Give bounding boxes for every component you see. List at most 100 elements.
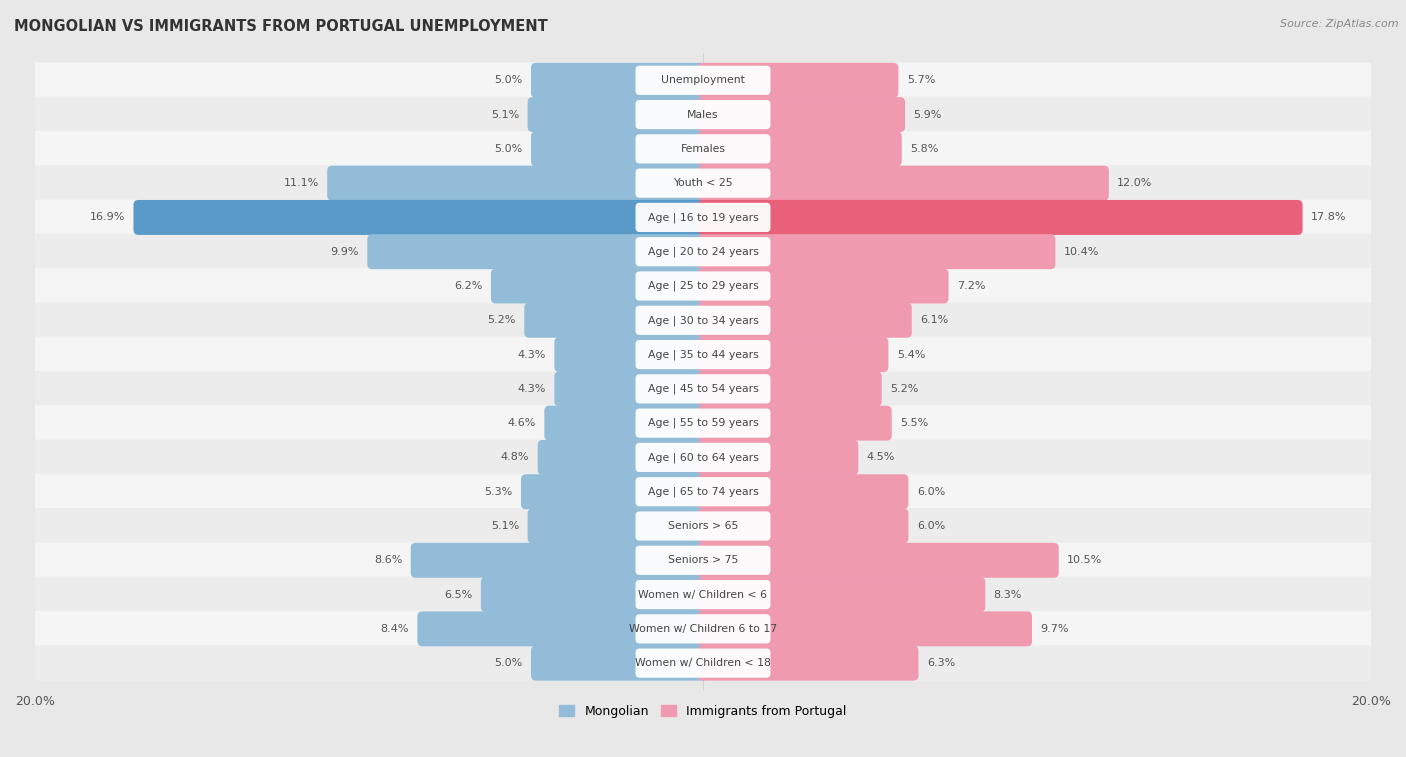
FancyBboxPatch shape bbox=[34, 62, 1372, 98]
Text: 17.8%: 17.8% bbox=[1310, 213, 1347, 223]
FancyBboxPatch shape bbox=[697, 303, 911, 338]
FancyBboxPatch shape bbox=[34, 234, 1372, 269]
FancyBboxPatch shape bbox=[636, 100, 770, 129]
FancyBboxPatch shape bbox=[34, 303, 1372, 338]
FancyBboxPatch shape bbox=[697, 234, 1056, 269]
FancyBboxPatch shape bbox=[34, 645, 1372, 681]
FancyBboxPatch shape bbox=[636, 649, 770, 678]
Text: 10.5%: 10.5% bbox=[1067, 556, 1102, 565]
FancyBboxPatch shape bbox=[697, 406, 891, 441]
Text: 5.2%: 5.2% bbox=[890, 384, 918, 394]
FancyBboxPatch shape bbox=[134, 200, 709, 235]
FancyBboxPatch shape bbox=[697, 440, 858, 475]
FancyBboxPatch shape bbox=[34, 268, 1372, 304]
FancyBboxPatch shape bbox=[697, 166, 1109, 201]
Text: 4.5%: 4.5% bbox=[866, 453, 896, 463]
Text: 8.4%: 8.4% bbox=[381, 624, 409, 634]
FancyBboxPatch shape bbox=[531, 63, 709, 98]
FancyBboxPatch shape bbox=[697, 97, 905, 132]
FancyBboxPatch shape bbox=[554, 337, 709, 372]
FancyBboxPatch shape bbox=[34, 508, 1372, 544]
FancyBboxPatch shape bbox=[34, 97, 1372, 132]
FancyBboxPatch shape bbox=[697, 372, 882, 407]
Text: 12.0%: 12.0% bbox=[1118, 178, 1153, 188]
Text: Seniors > 65: Seniors > 65 bbox=[668, 521, 738, 531]
FancyBboxPatch shape bbox=[531, 132, 709, 167]
Text: 6.0%: 6.0% bbox=[917, 487, 945, 497]
FancyBboxPatch shape bbox=[697, 646, 918, 681]
FancyBboxPatch shape bbox=[697, 337, 889, 372]
FancyBboxPatch shape bbox=[697, 612, 1032, 646]
FancyBboxPatch shape bbox=[636, 409, 770, 438]
FancyBboxPatch shape bbox=[544, 406, 709, 441]
FancyBboxPatch shape bbox=[636, 374, 770, 403]
Text: 5.4%: 5.4% bbox=[897, 350, 925, 360]
FancyBboxPatch shape bbox=[636, 66, 770, 95]
FancyBboxPatch shape bbox=[697, 63, 898, 98]
FancyBboxPatch shape bbox=[636, 443, 770, 472]
FancyBboxPatch shape bbox=[554, 372, 709, 407]
Text: 6.0%: 6.0% bbox=[917, 521, 945, 531]
Text: 5.3%: 5.3% bbox=[484, 487, 513, 497]
Text: Females: Females bbox=[681, 144, 725, 154]
FancyBboxPatch shape bbox=[34, 474, 1372, 509]
Text: 7.2%: 7.2% bbox=[957, 281, 986, 291]
Text: 5.0%: 5.0% bbox=[495, 144, 523, 154]
FancyBboxPatch shape bbox=[697, 132, 901, 167]
FancyBboxPatch shape bbox=[636, 340, 770, 369]
Text: Age | 35 to 44 years: Age | 35 to 44 years bbox=[648, 349, 758, 360]
FancyBboxPatch shape bbox=[34, 611, 1372, 646]
Text: Age | 60 to 64 years: Age | 60 to 64 years bbox=[648, 452, 758, 463]
Text: 5.8%: 5.8% bbox=[910, 144, 938, 154]
FancyBboxPatch shape bbox=[34, 440, 1372, 475]
FancyBboxPatch shape bbox=[537, 440, 709, 475]
FancyBboxPatch shape bbox=[697, 200, 1302, 235]
FancyBboxPatch shape bbox=[636, 477, 770, 506]
Text: 4.8%: 4.8% bbox=[501, 453, 529, 463]
FancyBboxPatch shape bbox=[636, 546, 770, 575]
Text: 6.3%: 6.3% bbox=[927, 658, 955, 668]
Legend: Mongolian, Immigrants from Portugal: Mongolian, Immigrants from Portugal bbox=[554, 699, 852, 723]
FancyBboxPatch shape bbox=[481, 577, 709, 612]
FancyBboxPatch shape bbox=[697, 474, 908, 509]
Text: Age | 25 to 29 years: Age | 25 to 29 years bbox=[648, 281, 758, 291]
Text: Seniors > 75: Seniors > 75 bbox=[668, 556, 738, 565]
Text: 5.9%: 5.9% bbox=[914, 110, 942, 120]
FancyBboxPatch shape bbox=[531, 646, 709, 681]
FancyBboxPatch shape bbox=[636, 272, 770, 301]
Text: Age | 30 to 34 years: Age | 30 to 34 years bbox=[648, 315, 758, 326]
FancyBboxPatch shape bbox=[636, 580, 770, 609]
Text: Youth < 25: Youth < 25 bbox=[673, 178, 733, 188]
Text: 6.2%: 6.2% bbox=[454, 281, 482, 291]
FancyBboxPatch shape bbox=[697, 577, 986, 612]
Text: Source: ZipAtlas.com: Source: ZipAtlas.com bbox=[1281, 19, 1399, 29]
Text: Males: Males bbox=[688, 110, 718, 120]
Text: 4.3%: 4.3% bbox=[517, 350, 546, 360]
FancyBboxPatch shape bbox=[411, 543, 709, 578]
Text: 4.6%: 4.6% bbox=[508, 418, 536, 428]
FancyBboxPatch shape bbox=[636, 306, 770, 335]
FancyBboxPatch shape bbox=[636, 169, 770, 198]
FancyBboxPatch shape bbox=[418, 612, 709, 646]
Text: 9.9%: 9.9% bbox=[330, 247, 359, 257]
FancyBboxPatch shape bbox=[636, 614, 770, 643]
Text: 5.7%: 5.7% bbox=[907, 75, 935, 86]
Text: Age | 20 to 24 years: Age | 20 to 24 years bbox=[648, 247, 758, 257]
FancyBboxPatch shape bbox=[491, 269, 709, 304]
FancyBboxPatch shape bbox=[522, 474, 709, 509]
FancyBboxPatch shape bbox=[697, 543, 1059, 578]
Text: 6.5%: 6.5% bbox=[444, 590, 472, 600]
Text: 4.3%: 4.3% bbox=[517, 384, 546, 394]
Text: Women w/ Children < 6: Women w/ Children < 6 bbox=[638, 590, 768, 600]
FancyBboxPatch shape bbox=[34, 131, 1372, 167]
Text: 5.1%: 5.1% bbox=[491, 521, 519, 531]
FancyBboxPatch shape bbox=[636, 237, 770, 266]
Text: 11.1%: 11.1% bbox=[284, 178, 319, 188]
FancyBboxPatch shape bbox=[636, 134, 770, 164]
Text: Age | 55 to 59 years: Age | 55 to 59 years bbox=[648, 418, 758, 428]
FancyBboxPatch shape bbox=[34, 543, 1372, 578]
Text: 5.5%: 5.5% bbox=[900, 418, 928, 428]
Text: 5.1%: 5.1% bbox=[491, 110, 519, 120]
Text: 8.6%: 8.6% bbox=[374, 556, 402, 565]
Text: Unemployment: Unemployment bbox=[661, 75, 745, 86]
